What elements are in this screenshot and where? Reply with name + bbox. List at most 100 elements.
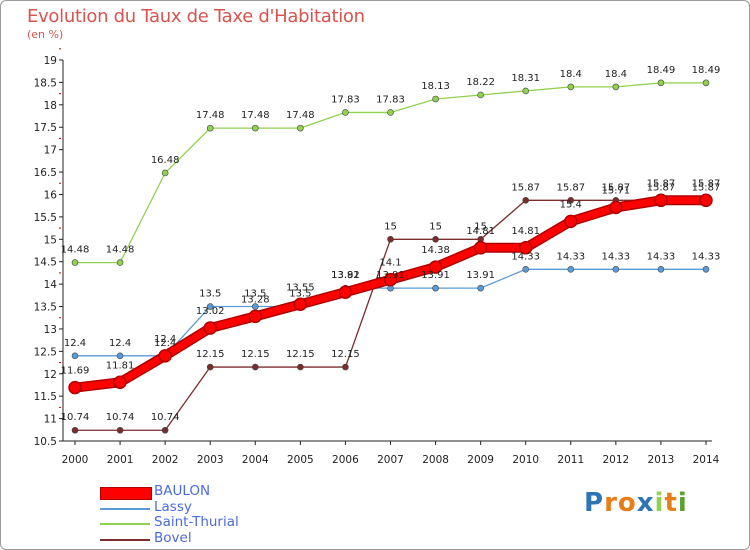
data-label: 17.48 <box>196 110 225 121</box>
data-point <box>206 363 214 371</box>
legend-item-bovel: Bovel <box>100 529 300 547</box>
data-point <box>248 309 263 324</box>
data-point <box>203 321 217 335</box>
data-label: 17.83 <box>376 94 405 105</box>
data-label: 12.4 <box>154 338 176 349</box>
data-point <box>251 303 259 310</box>
data-label: 12.15 <box>241 349 270 360</box>
x-tick-label: 2004 <box>242 454 269 466</box>
data-point <box>567 196 575 204</box>
data-label: 14.81 <box>466 226 495 237</box>
data-point <box>432 235 439 243</box>
chart-title: Evolution du Taux de Taxe d'Habitation <box>27 6 365 27</box>
data-label: 13.02 <box>196 306 225 317</box>
data-point <box>477 284 484 292</box>
y-tick-label: 10.5 <box>34 436 57 448</box>
x-tick-label: 2008 <box>422 454 449 466</box>
data-label: 10.74 <box>61 412 90 423</box>
data-label: 13.91 <box>466 270 495 281</box>
legend-label: Bovel <box>154 529 192 546</box>
x-tick-label: 2006 <box>332 454 359 466</box>
data-label: 17.48 <box>241 110 270 121</box>
legend-swatch <box>100 523 150 525</box>
data-point <box>567 266 575 273</box>
legend-item-lassy: Lassy <box>100 498 300 516</box>
brand-letter: P <box>584 488 605 518</box>
data-label: 14.33 <box>511 251 540 262</box>
data-point <box>657 79 665 87</box>
data-label: 12.15 <box>196 349 225 360</box>
data-point <box>432 284 439 292</box>
y-tick-label: 18.5 <box>34 77 57 89</box>
data-label: 15.87 <box>602 182 631 193</box>
data-label: 14.48 <box>106 245 135 256</box>
y-tick-label: 17.5 <box>34 122 57 134</box>
data-label: 11.69 <box>61 366 90 377</box>
data-point <box>699 193 713 208</box>
data-label: 13.28 <box>241 294 270 305</box>
data-label: 15.87 <box>647 182 676 193</box>
data-point <box>297 363 304 371</box>
y-tick-label: 12 <box>44 369 57 381</box>
data-point <box>702 79 710 87</box>
legend-label: Lassy <box>154 498 192 515</box>
data-label: 12.15 <box>331 349 360 360</box>
data-point <box>522 266 530 273</box>
data-label: 15.87 <box>556 182 585 193</box>
data-label: 11.81 <box>106 360 135 371</box>
chart-axes: 10.5 11 11.5 12 12.5 13 13.5 14 14.5 15 15.5 16 16.5… <box>34 48 720 466</box>
data-point <box>158 349 172 363</box>
data-point <box>428 260 443 274</box>
series-line-bovel <box>75 199 706 431</box>
data-label: 13.82 <box>331 270 360 281</box>
data-label: 15 <box>429 221 442 232</box>
legend-item-saint-thurial: Saint-Thurial <box>100 514 300 531</box>
x-tick-label: 2009 <box>467 454 494 466</box>
data-point <box>206 124 214 132</box>
data-label: 12.4 <box>109 338 131 349</box>
x-tick-label: 2005 <box>287 454 314 466</box>
data-label: 15.87 <box>692 182 721 193</box>
data-point <box>71 352 79 360</box>
brand-letter: i <box>677 488 688 518</box>
data-label: 15.71 <box>602 185 631 196</box>
data-label: 15 <box>384 221 397 232</box>
line-chart: 10.5 11 11.5 12 12.5 13 13.5 14 14.5 15 15.5 16 16.5… <box>34 48 721 466</box>
data-label: 13.5 <box>199 289 221 300</box>
y-tick-label: 16 <box>44 189 58 201</box>
y-tick-label: 16.5 <box>34 167 57 179</box>
data-label: 14.48 <box>61 245 90 256</box>
y-tick-label: 15.5 <box>34 212 57 224</box>
brand-letter: o <box>617 488 637 518</box>
data-label: 15.87 <box>511 182 540 193</box>
data-label: 13.5 <box>289 289 311 300</box>
data-label: 14.33 <box>692 251 721 262</box>
data-point <box>116 352 124 360</box>
x-tick-label: 2002 <box>152 454 179 466</box>
y-tick-label: 17 <box>44 145 57 157</box>
series-layer <box>68 79 713 434</box>
x-tick-label: 2011 <box>557 454 584 466</box>
x-tick-label: 2001 <box>107 454 134 466</box>
data-point <box>522 196 530 204</box>
data-point <box>297 124 304 132</box>
data-point <box>161 169 169 177</box>
data-point <box>612 266 620 273</box>
data-point <box>609 200 623 215</box>
y-tick-label: 11 <box>44 414 57 426</box>
data-point <box>432 95 439 103</box>
data-label: 18.22 <box>466 77 495 88</box>
data-label: 14.33 <box>647 251 676 262</box>
data-label: 18.4 <box>605 69 627 80</box>
x-tick-label: 2013 <box>648 454 675 466</box>
proxiti-logo: Proxiti <box>584 488 688 518</box>
data-point <box>473 241 488 255</box>
data-point <box>654 193 668 208</box>
y-tick-label: 14.5 <box>34 257 57 269</box>
data-point <box>68 380 82 395</box>
data-point <box>342 109 349 116</box>
data-label: 12.15 <box>286 349 315 360</box>
data-point <box>387 235 394 243</box>
y-tick-label: 12.5 <box>34 346 57 358</box>
